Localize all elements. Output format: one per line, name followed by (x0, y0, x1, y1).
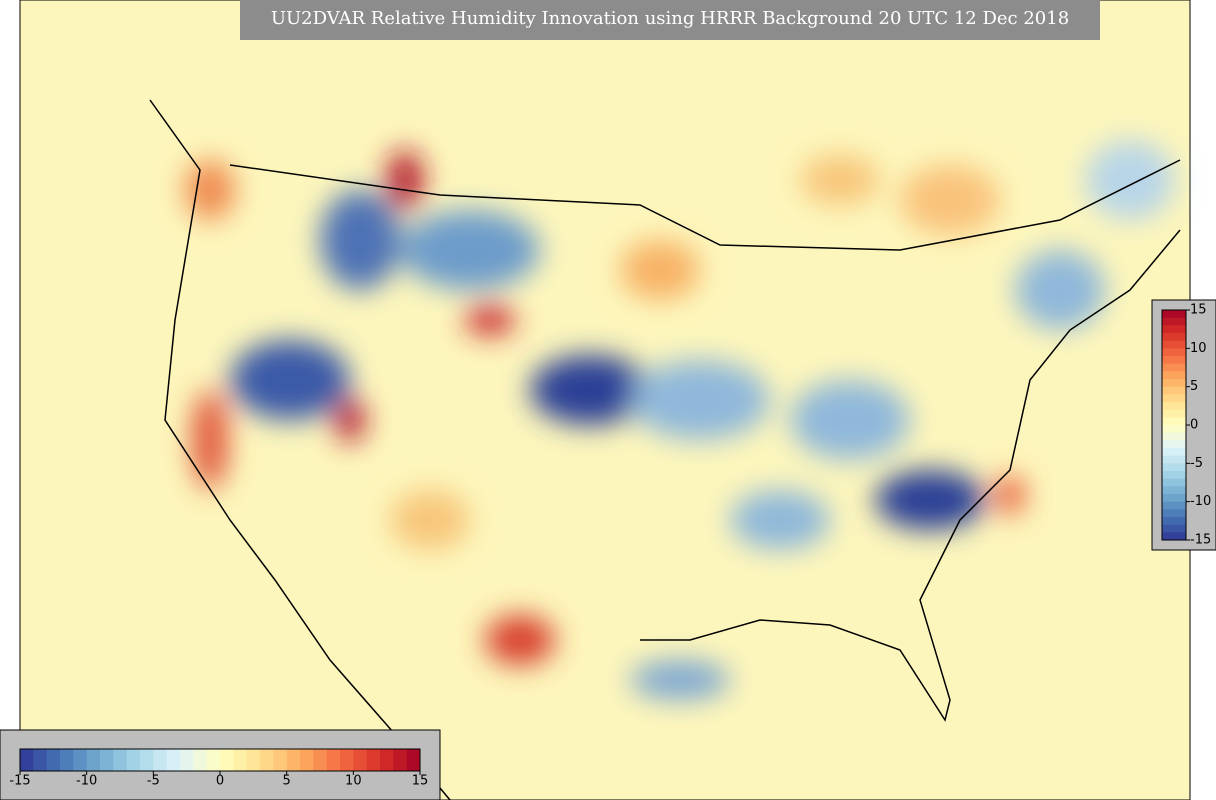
colorbar-step (340, 749, 354, 771)
colorbar-step (113, 749, 128, 771)
tick-label: 10 (1190, 341, 1207, 356)
colorbar-step (1162, 363, 1186, 372)
title-box (240, 0, 1100, 40)
colorbar-step (1162, 356, 1186, 365)
colorbar-step (1162, 532, 1186, 541)
colorbar-step (1162, 517, 1186, 526)
colorbar-step (286, 749, 301, 771)
colorbar-step (1162, 524, 1186, 533)
colorbar-step (1162, 394, 1186, 403)
colorbar-step (246, 749, 261, 771)
tick-label: 0 (1190, 418, 1198, 433)
colorbar-step (1162, 348, 1186, 357)
colorbar-step (193, 749, 208, 771)
colorbar-step (1162, 471, 1186, 480)
colorbar-step (1162, 340, 1186, 349)
tick-label: -5 (1190, 456, 1203, 471)
colorbar-step (153, 749, 168, 771)
colorbar-step (206, 749, 221, 771)
colorbar-step (100, 749, 114, 771)
colorbar-step (20, 749, 34, 771)
colorbar-step (313, 749, 328, 771)
colorbar-step (260, 749, 274, 771)
colorbar-step (1162, 463, 1186, 472)
colorbar-step (1162, 486, 1186, 495)
colorbar-step (1162, 509, 1186, 518)
colorbar-step (273, 749, 288, 771)
colorbar-step (233, 749, 248, 771)
colorbar-step (1162, 417, 1186, 426)
tick-label: 15 (412, 774, 429, 789)
colorbar-step (1162, 386, 1186, 395)
tick-label: 15 (1190, 303, 1207, 318)
tick-label: -10 (1190, 494, 1211, 509)
tick-label: 5 (283, 774, 291, 789)
colorbar-step (86, 749, 101, 771)
colorbar-step (1162, 448, 1186, 457)
colorbar-step (73, 749, 88, 771)
tick-label: 0 (216, 774, 224, 789)
colorbar-step (140, 749, 154, 771)
coastline-and-border (149, 99, 1181, 800)
colorbar-step (220, 749, 234, 771)
map-title: UU2DVAR Relative Humidity Innovation usi… (271, 8, 1069, 29)
horizontal-colorbar: -15 -10 -5 0 5 10 15 (9, 748, 429, 789)
colorbar-step (393, 749, 408, 771)
colorbar-step (366, 749, 381, 771)
colorbar-step (1162, 379, 1186, 388)
colorbar-step (60, 749, 74, 771)
colorbar-step (33, 749, 48, 771)
tick-label: 5 (1190, 379, 1198, 394)
tick-label: -15 (9, 774, 30, 789)
colorbar-step (46, 749, 61, 771)
colorbar-step (1162, 333, 1186, 342)
colorbar-step (1162, 310, 1186, 319)
tick-label: -15 (1190, 533, 1211, 548)
colorbar-step (326, 749, 341, 771)
tick-label: 10 (345, 774, 362, 789)
tick-label: -5 (147, 774, 160, 789)
colorbar-step (1162, 371, 1186, 380)
colorbar-step (380, 749, 394, 771)
colorbar-step (180, 749, 194, 771)
colorbar-step (1162, 494, 1186, 503)
colorbar-step (1162, 409, 1186, 418)
colorbar-step (1162, 325, 1186, 334)
colorbar-step (1162, 432, 1186, 441)
colorbar-step (1162, 478, 1186, 487)
tick-label: -10 (76, 774, 97, 789)
colorbar-step (300, 749, 314, 771)
colorbar-step (1162, 425, 1186, 434)
colorbar-step (166, 749, 181, 771)
colorbar-step (1162, 455, 1186, 464)
colorbar-step (1162, 501, 1186, 510)
colorbar-step (126, 749, 141, 771)
colorbar-step (1162, 402, 1186, 411)
colorbar-step (1162, 440, 1186, 449)
colorbar-step (353, 749, 368, 771)
humidity-field (185, 140, 1175, 700)
colorbar-step (406, 749, 421, 771)
vertical-colorbar: 15 10 5 0 -5 -10 -15 (1161, 303, 1211, 548)
colorbar-step (1162, 317, 1186, 326)
